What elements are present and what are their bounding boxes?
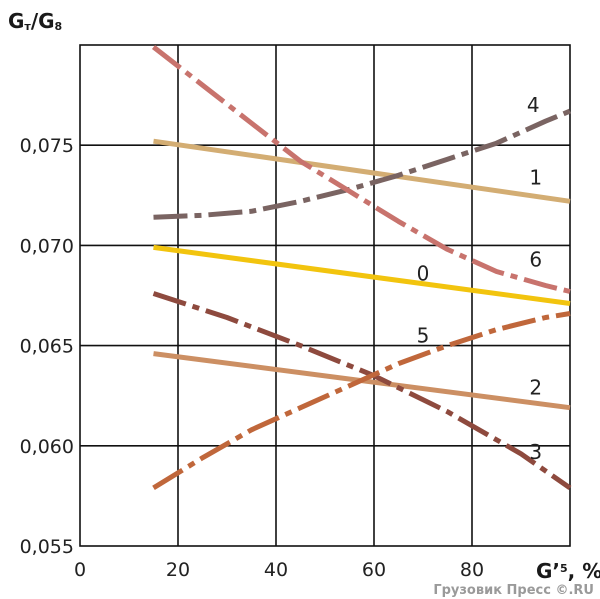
y-tick-label: 0,060 — [20, 436, 74, 458]
series-line-5 — [152, 311, 571, 491]
plot-frame — [79, 44, 571, 547]
y-tick-label: 0,070 — [20, 235, 74, 257]
series-layer — [151, 45, 572, 491]
series-label-5: 5 — [417, 324, 430, 348]
series-label-1: 1 — [529, 165, 542, 189]
series-label-3: 3 — [529, 440, 542, 464]
series-label-4: 4 — [527, 93, 540, 117]
x-axis-label: G’5, % — [536, 559, 600, 583]
x-tick-label: 60 — [362, 559, 386, 581]
series-label-6: 6 — [529, 247, 542, 271]
y-axis-label: Gт/G8 — [8, 9, 62, 33]
y-tick-label: 0,075 — [20, 135, 74, 157]
series-line-4 — [153, 108, 571, 220]
series-line-0 — [153, 244, 571, 306]
y-tick-label: 0,065 — [20, 336, 74, 358]
series-line-1 — [153, 138, 571, 204]
tick-labels: 0 20 40 60 80 0,055 0,060 0,065 0,070 0,075 — [20, 135, 485, 581]
series-labels: 4 1 6 0 5 2 3 — [417, 93, 542, 464]
x-tick-label: 40 — [264, 559, 288, 581]
x-tick-label: 20 — [166, 559, 190, 581]
watermark: Грузовик Пресс ©.RU — [433, 583, 594, 598]
series-label-2: 2 — [529, 376, 542, 400]
grid — [79, 44, 571, 547]
series-label-0: 0 — [417, 261, 430, 285]
x-tick-label: 0 — [74, 559, 86, 581]
x-tick-label: 80 — [460, 559, 484, 581]
y-tick-label: 0,055 — [20, 536, 74, 558]
